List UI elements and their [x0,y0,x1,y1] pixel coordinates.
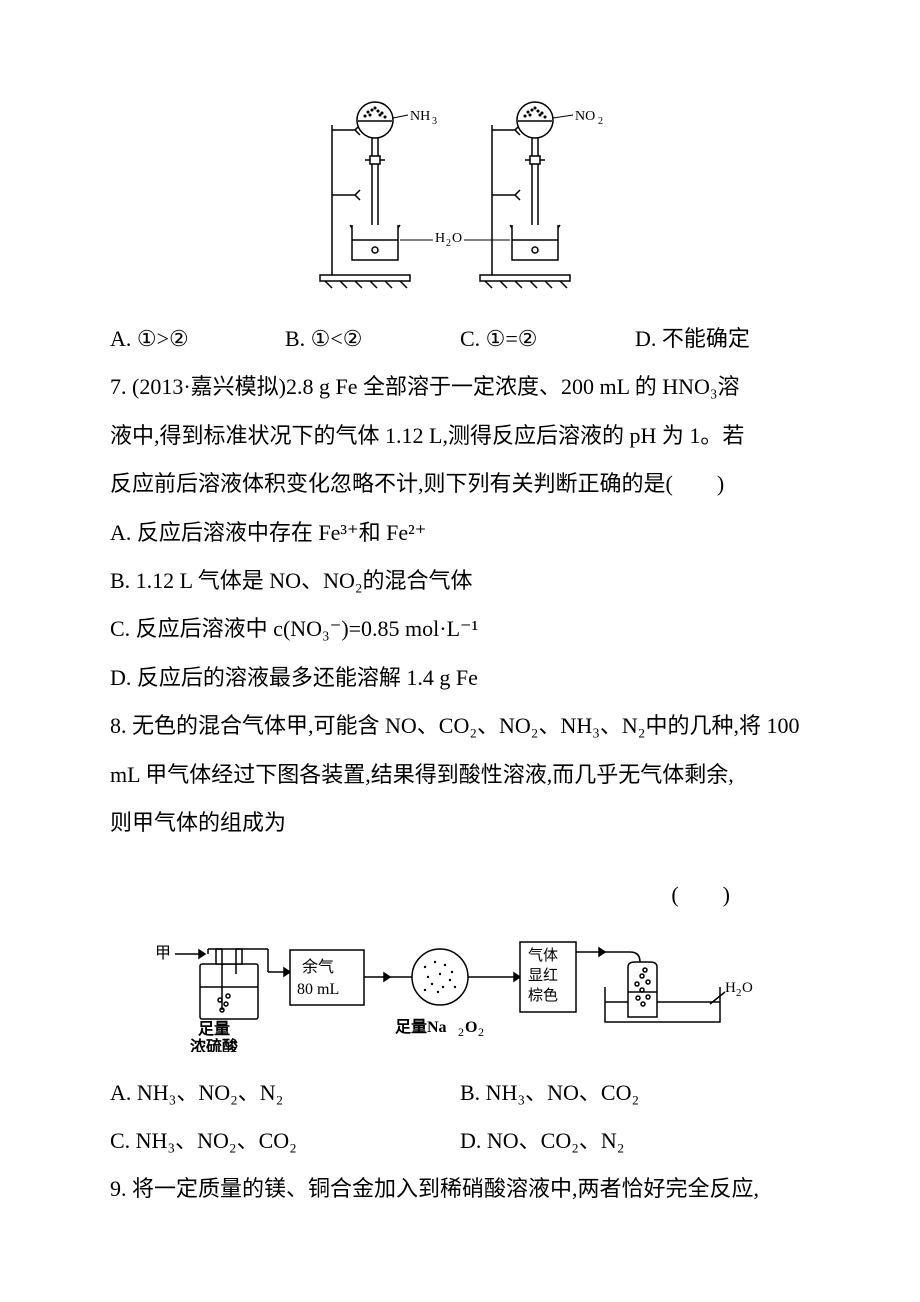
no2-label: NO [575,109,595,124]
svg-text:H: H [725,980,736,996]
svg-text:2: 2 [446,238,451,249]
svg-text:O: O [465,1019,477,1036]
q8-stem-1: 8. 无色的混合气体甲,可能含 NO、CO₂、NO₂、NH₃、N₂中的几种,将 … [110,702,810,750]
spacer [110,847,810,871]
q8-stem-2: mL 甲气体经过下图各装置,结果得到酸性溶液,而几乎无气体剩余, [110,751,810,799]
svg-text:O: O [742,980,753,996]
svg-text:O: O [452,231,462,246]
svg-text:棕色: 棕色 [528,987,558,1004]
svg-text:足量Na: 足量Na [395,1018,447,1036]
q8-options-row1: A. NH₃、NO₂、N₂ B. NH₃、NO、CO₂ [110,1069,810,1117]
svg-text:显红: 显红 [528,967,558,984]
q6-option-c: C. ①=② [460,315,635,363]
q9-stem-1: 9. 将一定质量的镁、铜合金加入到稀硝酸溶液中,两者恰好完全反应, [110,1165,810,1213]
svg-text:2: 2 [736,987,742,999]
flow-figure: 甲 足量 浓硫酸 [110,932,810,1057]
svg-text:3: 3 [432,116,437,127]
q8-option-c: C. NH₃、NO₂、CO₂ [110,1117,460,1165]
q7-option-d: D. 反应后的溶液最多还能溶解 1.4 g Fe [110,654,810,702]
q8-options-row2: C. NH₃、NO₂、CO₂ D. NO、CO₂、N₂ [110,1117,810,1165]
q6-option-a: A. ①>② [110,315,285,363]
svg-text:足量: 足量 [198,1020,230,1038]
apparatus-svg: NH 3 H 2 O [280,100,640,290]
apparatus-figure: NH 3 H 2 O [110,100,810,295]
flow-svg: 甲 足量 浓硫酸 [150,932,770,1052]
svg-text:气体: 气体 [528,947,558,964]
svg-text:浓硫酸: 浓硫酸 [190,1037,239,1052]
q8-option-b: B. NH₃、NO、CO₂ [460,1069,810,1117]
svg-text:80 mL: 80 mL [297,981,339,998]
q8-paren: ( ) [110,871,810,919]
q6-option-d: D. 不能确定 [635,315,810,363]
q7-stem-2: 液中,得到标准状况下的气体 1.12 L,测得反应后溶液的 pH 为 1。若 [110,412,810,460]
svg-text:2: 2 [478,1025,484,1039]
q7-option-c: C. 反应后溶液中 c(NO₃⁻)=0.85 mol·L⁻¹ [110,605,810,653]
svg-text:2: 2 [598,116,603,127]
nh3-label: NH [410,109,430,124]
q7-stem-1: 7. (2013·嘉兴模拟)2.8 g Fe 全部溶于一定浓度、200 mL 的… [110,363,810,411]
q6-options: A. ①>② B. ①<② C. ①=② D. 不能确定 [110,315,810,363]
q7-stem-3: 反应前后溶液体积变化忽略不计,则下列有关判断正确的是( ) [110,460,810,508]
svg-text:甲: 甲 [155,945,171,962]
q7-option-a: A. 反应后溶液中存在 Fe³⁺和 Fe²⁺ [110,509,810,557]
q8-option-a: A. NH₃、NO₂、N₂ [110,1069,460,1117]
h2o-label: H [435,231,445,246]
q8-stem-3: 则甲气体的组成为 [110,799,810,847]
q6-option-b: B. ①<② [285,315,460,363]
page-content: NH 3 H 2 O [0,0,920,1274]
svg-text:余气: 余气 [302,957,334,976]
q8-option-d: D. NO、CO₂、N₂ [460,1117,810,1165]
svg-text:2: 2 [458,1025,464,1039]
q7-option-b: B. 1.12 L 气体是 NO、NO₂的混合气体 [110,557,810,605]
